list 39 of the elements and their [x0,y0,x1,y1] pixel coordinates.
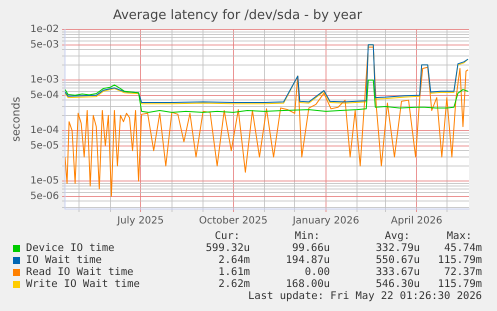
text: 0.00 [304,266,330,278]
text: 550.67u [376,254,420,266]
text: Min: [294,230,320,242]
text: 45.74m [444,242,482,254]
text: 115.79m [438,254,482,266]
legend-label: IO Wait time [26,254,102,266]
text: 1.61m [218,266,250,278]
text: Last update: Fri May 22 01:26:30 2026 [248,290,482,302]
y-axis-title: seconds [9,96,22,142]
text: 546.30u [376,278,420,290]
chart-title: Average latency for /dev/sda - by year [112,8,363,24]
text: Avg: [384,230,410,242]
text: 333.67u [376,266,420,278]
y-tick-label: 5e-04 [30,90,60,101]
y-tick-label: 1e-05 [30,176,60,187]
y-tick-label: 5e-03 [30,39,60,50]
y-tick-label: 5e-05 [30,140,60,152]
text: 332.79u [376,242,420,254]
text: 99.66u [292,242,330,254]
x-tick-label: October 2025 [198,216,268,227]
x-tick-label: April 2026 [390,216,442,227]
text: 168.00u [286,278,330,290]
y-tick-label: 5e-06 [30,190,60,202]
text: 115.79m [438,278,482,290]
text: Max: [446,230,472,242]
legend-label: Write IO Wait time [26,278,140,290]
y-tick-label: 1e-02 [30,24,60,36]
text: 72.37m [444,266,482,278]
legend-label: Read IO Wait time [26,266,134,278]
y-tick-label: 1e-04 [30,125,60,136]
text: 2.64m [218,254,250,266]
text: 2.62m [218,278,250,290]
text: 599.32u [206,242,250,254]
text: 194.87u [286,254,330,266]
legend-label: Device IO time [26,242,115,254]
y-tick-label: 1e-03 [30,74,60,86]
x-tick-label: January 2026 [292,216,360,227]
x-tick-label: July 2025 [116,216,164,227]
text: Cur: [214,230,240,242]
